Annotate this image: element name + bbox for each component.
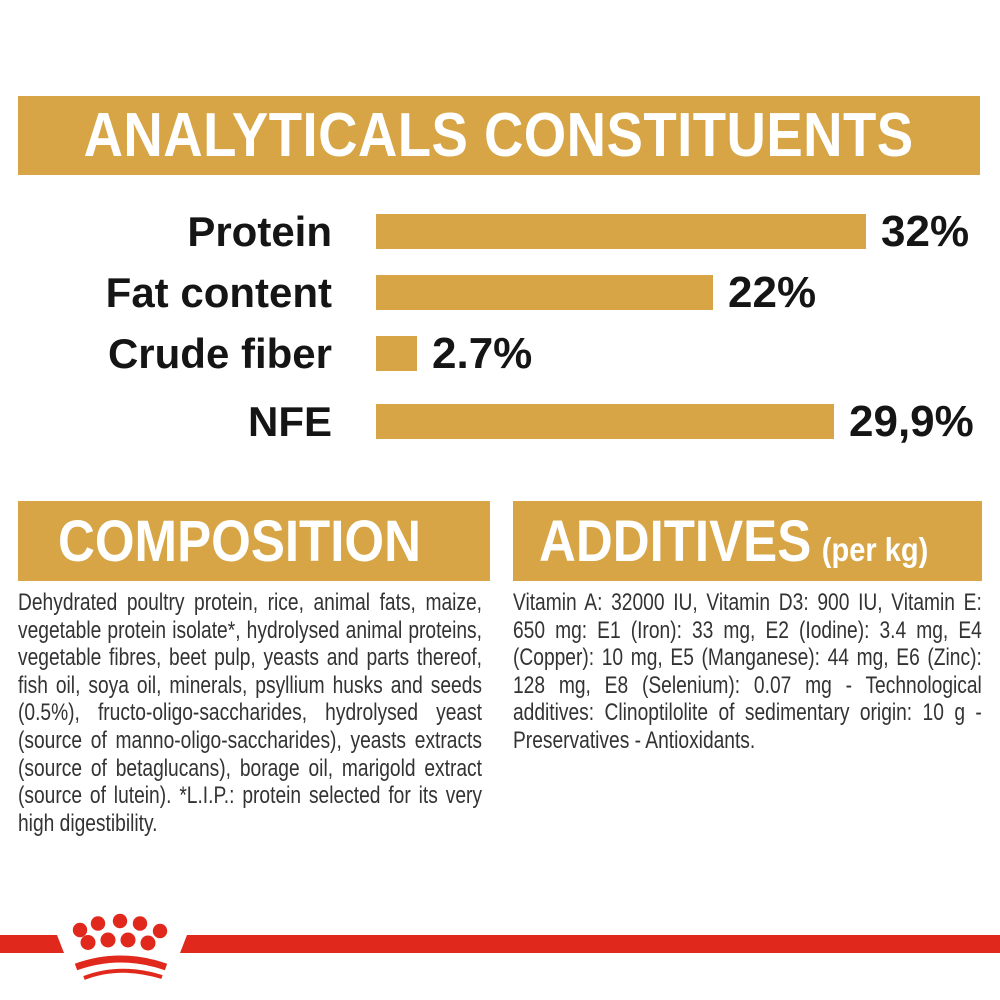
- chart-value-crude-fiber: 2.7%: [432, 329, 533, 378]
- composition-header-bar: COMPOSITION: [18, 501, 490, 581]
- analyticals-header-bar: ANALYTICALS CONSTITUENTS: [18, 96, 980, 175]
- chart-row-fat-content: Fat content 22%: [0, 268, 1000, 317]
- additives-unit-note: (per kg): [821, 530, 929, 568]
- composition-title: COMPOSITION: [58, 508, 421, 574]
- chart-row-protein: Protein 32%: [0, 207, 1000, 256]
- chart-value-protein: 32%: [881, 207, 970, 256]
- chart-label-nfe: NFE: [248, 398, 332, 445]
- chart-value-nfe: 29,9%: [849, 397, 974, 446]
- additives-title: ADDITIVES: [539, 508, 812, 574]
- footer-red-line-left: [0, 935, 64, 953]
- chart-row-crude-fiber: Crude fiber 2.7%: [0, 329, 1000, 378]
- additives-header-bar: ADDITIVES (per kg): [513, 501, 982, 581]
- composition-body: Dehydrated poultry protein, rice, animal…: [18, 589, 482, 837]
- chart-bar-protein: [376, 214, 866, 249]
- additives-title-wrap: ADDITIVES (per kg): [539, 508, 928, 575]
- analytical-constituents-chart: Protein 32% Fat content 22% Crude fiber …: [0, 207, 1000, 465]
- chart-bar-nfe: [376, 404, 834, 439]
- analyticals-title: ANALYTICALS CONSTITUENTS: [83, 101, 915, 170]
- chart-value-fat-content: 22%: [728, 268, 817, 317]
- chart-label-crude-fiber: Crude fiber: [107, 330, 332, 377]
- additives-body: Vitamin A: 32000 IU, Vitamin D3: 900 IU,…: [513, 589, 982, 754]
- chart-label-fat-content: Fat content: [105, 269, 332, 316]
- chart-bar-fat-content: [376, 275, 713, 310]
- chart-bar-crude-fiber: [376, 336, 417, 371]
- chart-row-nfe: NFE 29,9%: [0, 397, 1000, 446]
- composition-title-wrap: COMPOSITION: [58, 508, 421, 575]
- footer-red-line-right: [180, 935, 1000, 953]
- royal-canin-crown-icon: [72, 913, 168, 980]
- chart-label-protein: Protein: [187, 208, 332, 255]
